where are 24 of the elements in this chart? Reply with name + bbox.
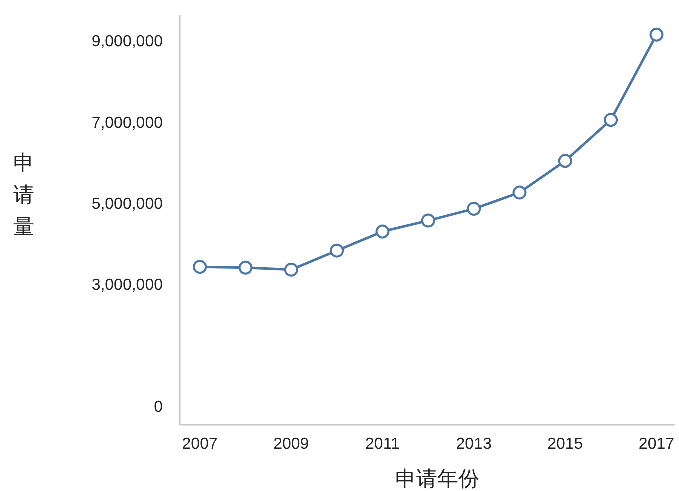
point [330, 244, 344, 258]
point [650, 28, 664, 42]
point [604, 113, 618, 128]
y-axis-title: 申请量 [14, 152, 34, 239]
point [376, 224, 390, 239]
x-tick-label: 2013 [456, 436, 492, 453]
x-tick-label: 2011 [366, 436, 400, 453]
x-tick-label: 2007 [182, 436, 218, 453]
x-tick-label: 2017 [638, 436, 675, 453]
point [512, 186, 527, 200]
y-tick-label: 7,000,000 [92, 114, 164, 132]
point [467, 202, 482, 216]
point [421, 214, 436, 228]
y-tick-label: 5,000,000 [92, 196, 164, 213]
x-tick-label: 2009 [274, 436, 310, 453]
point [193, 260, 208, 274]
x-axis-title: 申请年份 [396, 468, 480, 491]
x-tick-label: 2015 [548, 436, 584, 453]
y-tick-label: 3,000,000 [92, 277, 164, 294]
point [238, 260, 253, 275]
point [284, 262, 298, 277]
point [558, 154, 572, 168]
y-tick-label: 9,000,000 [92, 34, 164, 51]
y-tick-label: 0 [154, 398, 164, 416]
